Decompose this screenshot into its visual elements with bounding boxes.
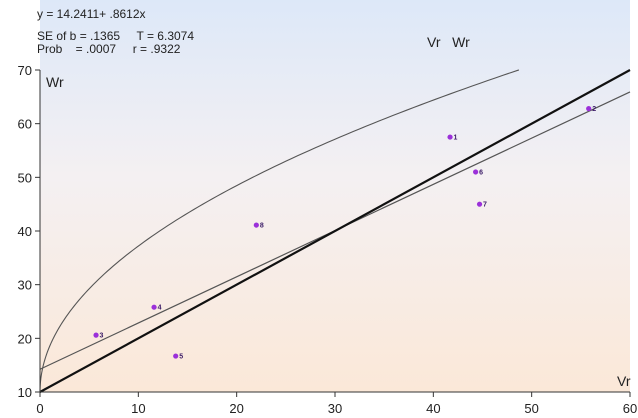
data-point (151, 304, 157, 310)
x-tick-label: 60 (623, 401, 637, 416)
x-tick-label: 30 (328, 401, 342, 416)
x-tick-label: 20 (229, 401, 243, 416)
data-point (447, 134, 453, 140)
data-point-label: 4 (158, 305, 162, 312)
header-vr-wr-label: Vr Wr (427, 34, 470, 50)
data-point-label: 7 (483, 202, 487, 209)
data-point (586, 106, 592, 112)
points-layer: 1 2 3 4 5 6 7 8 (93, 106, 596, 361)
data-point (173, 353, 179, 359)
parabola-curve (39, 69, 520, 393)
data-point (476, 201, 483, 207)
y-tick-label: 70 (18, 63, 32, 78)
curves-layer (39, 69, 631, 393)
data-point-label: 6 (479, 169, 483, 176)
x-tick-label: 10 (131, 401, 145, 416)
x-tick-label: 0 (36, 401, 43, 416)
plot-background (40, 0, 630, 392)
data-point (93, 332, 99, 338)
data-point-label: 2 (592, 106, 596, 113)
y-axis-title: Wr (46, 74, 64, 90)
equation-text: y = 14.2411+ .8612x (37, 7, 146, 21)
data-point-label: 3 (100, 333, 104, 340)
data-point (473, 169, 479, 175)
thick-reference-line (39, 69, 631, 393)
data-point-label: 5 (179, 354, 183, 361)
x-tick-label: 50 (524, 401, 538, 416)
se-text: SE of b = .1365 T = 6.3074 (37, 29, 194, 43)
ticks-layer: 0 10 20 30 40 50 60 10 20 30 40 50 60 70 (18, 63, 638, 416)
y-tick-label: 30 (18, 278, 32, 293)
x-axis-title: Vr (617, 373, 631, 389)
y-tick-label: 20 (18, 331, 32, 346)
data-point-label: 1 (454, 135, 458, 142)
y-tick-label: 40 (18, 224, 32, 239)
y-tick-label: 50 (18, 170, 32, 185)
prob-text: Prob = .0007 r = .9322 (37, 42, 181, 56)
x-tick-label: 40 (426, 401, 440, 416)
data-point-label: 8 (260, 223, 264, 230)
data-point (253, 222, 259, 228)
y-tick-label: 10 (18, 385, 32, 400)
y-tick-label: 60 (18, 117, 32, 132)
